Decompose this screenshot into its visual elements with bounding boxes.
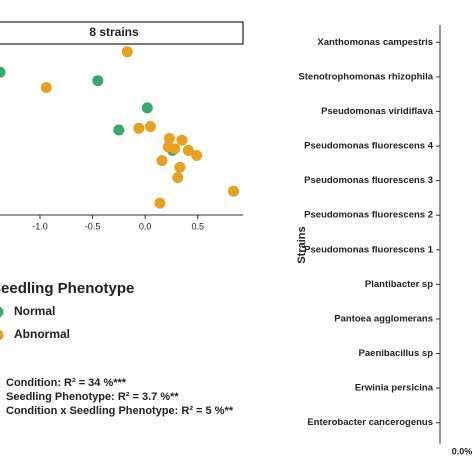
legend-swatch [0,306,4,318]
point [154,197,166,209]
y-tick-label: Xanthomonas campestris [317,37,433,48]
point [162,141,174,153]
y-axis-label: Strains [296,226,308,263]
x-tick-label: -0.5 [85,221,101,231]
point [0,66,6,78]
x-tick-label: 0.0 [139,221,152,231]
point [144,121,156,133]
y-tick-label: Pseudomonas fluorescens 4 [304,141,434,152]
point [191,150,203,161]
y-tick-label: Plantibacter sp [365,279,433,290]
point [172,172,184,184]
y-tick-label: Paenibacillus sp [359,348,434,359]
legend-title: Seedling Phenotype [0,280,134,297]
y-tick-label: Pseudomonas fluorescens 2 [304,210,433,221]
x-tick-label: 0.0% [452,446,473,456]
legend-swatch [0,329,4,341]
point [176,134,188,146]
point [92,75,104,87]
x-tick-label: 0.5 [192,221,205,231]
point [40,82,52,93]
y-tick-label: Pseudomonas fluorescens 3 [304,175,433,186]
point [156,155,168,167]
y-tick-label: Stenotrophomonas rhizophila [298,71,433,82]
point [163,133,175,144]
y-tick-label: Pantoea agglomerans [334,313,433,324]
y-tick-label: Erwinia persicina [355,383,434,394]
x-tick-label: -1.0 [32,221,48,231]
y-tick-label: Pseudomonas viridiflava [321,106,434,117]
point [121,46,133,58]
stat-annotation: Seedling Phenotype: R² = 3.7 %** [6,391,179,403]
legend-label: Abnormal [14,327,70,341]
point [228,185,240,197]
facet-label: 8 strains [89,25,139,39]
y-tick-label: Pseudomonas fluorescens 1 [304,244,434,255]
point [182,144,194,156]
stat-annotation: Condition: R² = 34 %*** [6,377,127,389]
point [133,122,145,134]
stat-annotation: Condition x Seedling Phenotype: R² = 5 %… [6,405,234,417]
legend-label: Normal [14,304,55,318]
point [141,102,153,114]
y-tick-label: Enterobacter cancerogenus [307,417,433,428]
point [113,124,125,136]
point [174,161,186,173]
facet-strip [0,21,244,45]
